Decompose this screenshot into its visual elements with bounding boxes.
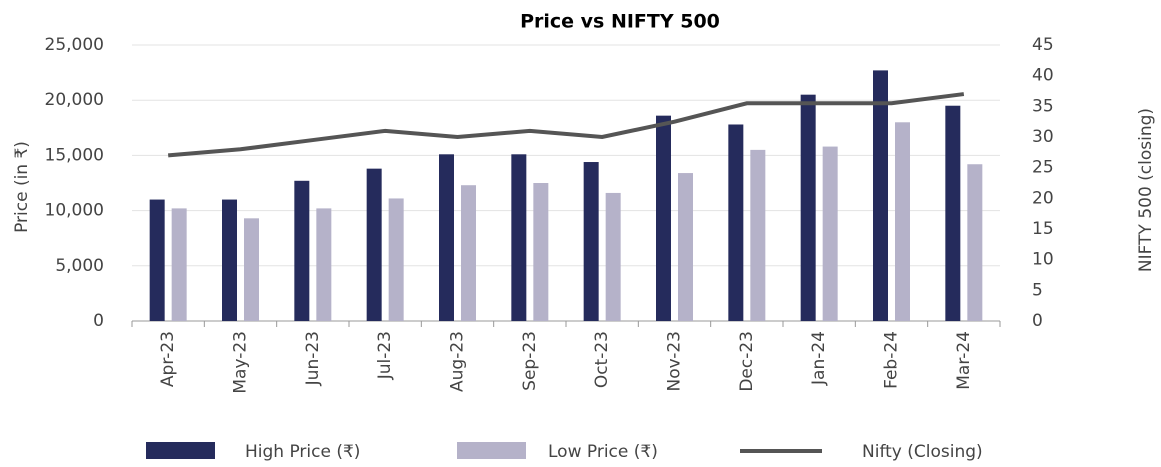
- x-tick-label: Aug-23: [448, 331, 468, 392]
- bar: [294, 180, 310, 321]
- y2-tick-label: 45: [1032, 35, 1054, 55]
- bar: [967, 164, 983, 321]
- line: [167, 92, 965, 158]
- bar: [656, 115, 671, 321]
- x-tick-label: Nov-23: [665, 331, 685, 392]
- y-tick-label: 25,000: [45, 35, 104, 55]
- bar: [222, 199, 237, 321]
- x-tick-label: Apr-23: [158, 331, 178, 387]
- bar: [533, 183, 549, 321]
- y-tick-label: 20,000: [45, 90, 104, 110]
- x-tick-label: Mar-24: [954, 331, 974, 390]
- y2-tick-label: 20: [1032, 188, 1054, 208]
- bar: [439, 154, 454, 321]
- legend-label: High Price (₹): [245, 442, 360, 462]
- bar: [316, 208, 332, 321]
- bar: [895, 122, 910, 321]
- y-axis-label: Price (in ₹): [12, 141, 32, 233]
- y2-tick-label: 15: [1032, 219, 1054, 239]
- bar: [822, 146, 838, 321]
- bar: [461, 185, 476, 321]
- bar: [750, 149, 766, 321]
- x-tick-label: Oct-23: [592, 331, 612, 388]
- bar: [945, 105, 961, 321]
- y2-tick-label: 35: [1032, 96, 1054, 116]
- legend-swatch: [146, 442, 215, 459]
- y2-tick-label: 10: [1032, 250, 1054, 270]
- y-tick-label: 15,000: [45, 145, 104, 165]
- chart-title: Price vs NIFTY 500: [520, 11, 720, 33]
- y2-tick-label: 5: [1032, 280, 1043, 300]
- bar: [873, 70, 888, 321]
- bar: [605, 192, 621, 321]
- legend-label: Nifty (Closing): [862, 442, 983, 462]
- y2-tick-label: 40: [1032, 66, 1054, 86]
- x-tick-label: Jan-24: [809, 331, 829, 386]
- y2-tick-label: 30: [1032, 127, 1054, 147]
- y-tick-label: 5,000: [55, 256, 104, 276]
- x-tick-label: May-23: [231, 331, 251, 394]
- x-tick-label: Sep-23: [520, 331, 540, 391]
- bar: [366, 168, 382, 321]
- bar: [800, 94, 816, 322]
- x-tick-label: Jul-23: [375, 331, 395, 380]
- bar: [171, 208, 187, 321]
- y2-axis-label: NIFTY 500 (closing): [1136, 108, 1156, 272]
- bar: [244, 218, 259, 321]
- bar: [583, 162, 599, 321]
- x-tick-label: Jun-23: [303, 331, 323, 386]
- y2-tick-label: 25: [1032, 158, 1054, 178]
- y2-tick-label: 0: [1032, 311, 1043, 331]
- bar: [511, 154, 527, 321]
- bar: [149, 199, 165, 321]
- bar: [728, 124, 744, 321]
- legend-swatch: [457, 442, 526, 459]
- bar: [388, 198, 404, 321]
- bar: [678, 173, 693, 321]
- x-tick-label: Feb-24: [882, 331, 902, 389]
- y-tick-label: 0: [93, 311, 104, 331]
- y-tick-label: 10,000: [45, 201, 104, 221]
- x-tick-label: Dec-23: [737, 331, 757, 392]
- legend-label: Low Price (₹): [548, 442, 658, 462]
